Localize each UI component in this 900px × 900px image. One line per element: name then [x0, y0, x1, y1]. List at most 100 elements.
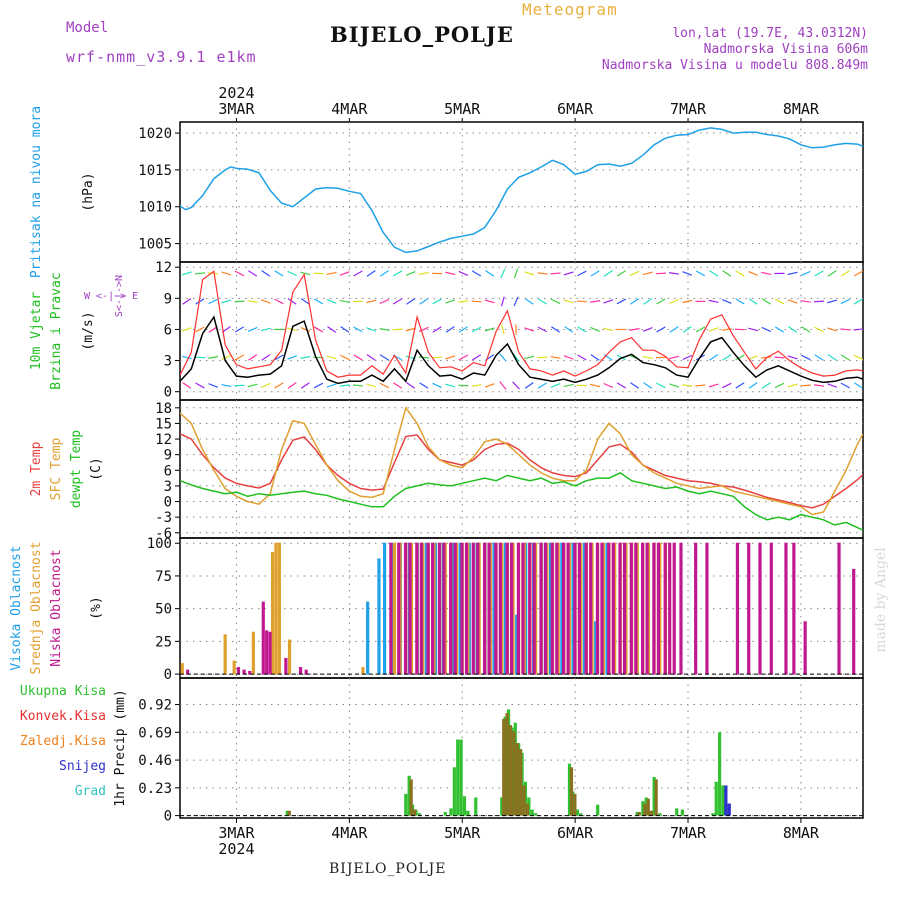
wind-arrow: [419, 298, 429, 305]
cloud-low-bar: [792, 542, 796, 675]
wind-arrow: [260, 327, 271, 332]
wind-arrow: [827, 270, 837, 277]
cloud-low-bar: [487, 542, 491, 675]
station-title: BIJELO_POLJE: [330, 22, 514, 47]
cloud-low-bar: [735, 542, 740, 675]
wind-arrow: [406, 298, 416, 305]
wind-arrow: [564, 326, 574, 333]
cloud-mid-bar: [274, 542, 278, 675]
precip-total-bar: [575, 809, 579, 816]
precip-strat-bar: [650, 810, 654, 816]
precip-snow-bar: [727, 803, 731, 816]
wind-arrow: [392, 270, 403, 277]
cloud-low-bar: [248, 670, 252, 675]
precip-strat-bar: [643, 803, 647, 816]
wind-arrow: [590, 300, 601, 303]
wind-ylabel: (m/s): [81, 311, 96, 350]
cloud-low-bar: [629, 542, 633, 675]
wind-arrow: [326, 383, 337, 388]
wind-arrow: [735, 354, 745, 361]
wind-arrow: [695, 270, 706, 277]
footer-station: BIJELO_POLJE: [329, 861, 447, 877]
temperature-ytick-label: -3: [155, 510, 172, 526]
wind-arrow: [761, 326, 772, 333]
wind-arrow: [392, 298, 403, 305]
cloud-low-bar: [236, 667, 241, 675]
wind-arrow: [563, 355, 574, 360]
precip-total-bar: [579, 813, 583, 816]
x-tick-label-top: 6MAR: [557, 100, 594, 118]
wind-arrow: [774, 326, 785, 333]
wind-arrow: [708, 327, 719, 332]
wind-arrow: [695, 326, 706, 333]
wind-arrow: [708, 299, 719, 304]
wind-arrow: [181, 327, 192, 332]
wind-arrow: [300, 298, 310, 305]
wind-arrow: [379, 382, 390, 389]
wind-arrow: [642, 355, 653, 359]
wind-arrow: [274, 298, 284, 305]
wind-arrow: [813, 384, 825, 387]
wind-arrow: [669, 298, 679, 304]
wind-arrow: [827, 299, 838, 304]
cloud-low-bar: [505, 542, 509, 675]
cloud-low-bar: [589, 542, 593, 675]
wind-arrow: [261, 354, 271, 361]
wind-arrow: [313, 382, 324, 389]
watermark: made by Angel: [873, 547, 889, 653]
wind-arrow: [630, 382, 640, 389]
wind-arrow: [629, 270, 640, 277]
wind-arrow: [748, 382, 758, 389]
cloud-low-bar: [510, 542, 514, 675]
wind-arrow: [247, 383, 258, 388]
cloud-low-bar: [482, 542, 487, 675]
wind-arrow: [563, 383, 574, 388]
wind-arrow: [445, 355, 456, 360]
wind-arrow: [458, 326, 468, 333]
cloud-low-bar: [453, 542, 457, 675]
x-tick-label-top: 3MAR: [218, 100, 255, 118]
precip-total-bar: [466, 810, 470, 816]
cloud-low-bar: [607, 542, 611, 675]
wind-arrow: [840, 328, 851, 331]
wind-arrow: [471, 384, 482, 387]
cloud-mid-bar: [251, 631, 255, 675]
temperature-ylabel: dewpt Temp: [69, 430, 84, 508]
wind-arrow: [787, 271, 798, 276]
cloud-low-bar: [784, 542, 788, 675]
wind-arrow: [669, 355, 680, 360]
wind-arrow: [576, 300, 587, 303]
cloud-low-bar: [634, 542, 638, 675]
wind-arrow: [234, 354, 245, 361]
temperature-tsfc-line: [180, 406, 863, 516]
model-label: Model: [66, 20, 109, 36]
wind-arrow: [260, 299, 271, 304]
wind-arrow: [682, 384, 693, 387]
precip-total-bar: [711, 813, 715, 816]
wind-arrow: [471, 270, 482, 277]
wind-arrow: [642, 327, 653, 332]
model-altitude-label: Nadmorska Visina u modelu 808.849m: [601, 58, 868, 73]
cloud-low-bar: [668, 542, 672, 675]
wind-ytick-label: 9: [164, 291, 172, 307]
wind-arrow: [721, 298, 732, 304]
wind-arrow: [418, 356, 429, 359]
wind-arrow: [326, 298, 337, 304]
precip-ytick-label: 0.23: [138, 781, 172, 797]
wind-arrow: [669, 326, 679, 333]
wind-arrow: [748, 270, 758, 276]
wind-arrow: [326, 271, 337, 275]
pressure-ytick-label: 1010: [138, 200, 172, 216]
wind-arrow: [709, 270, 719, 277]
wind-arrow: [853, 270, 863, 277]
cloud-low-bar: [419, 542, 423, 675]
wind-arrow: [800, 270, 811, 276]
cloud-low-bar: [242, 669, 246, 675]
x-tick-label-top: 8MAR: [783, 100, 820, 118]
wind-arrow: [234, 326, 245, 333]
wind-ytick-label: 3: [164, 354, 172, 370]
precip-ytick-label: 0.46: [138, 753, 172, 769]
pressure-ytick-label: 1015: [138, 163, 172, 179]
wind-arrow: [339, 384, 350, 387]
wind-arrow: [722, 270, 732, 277]
